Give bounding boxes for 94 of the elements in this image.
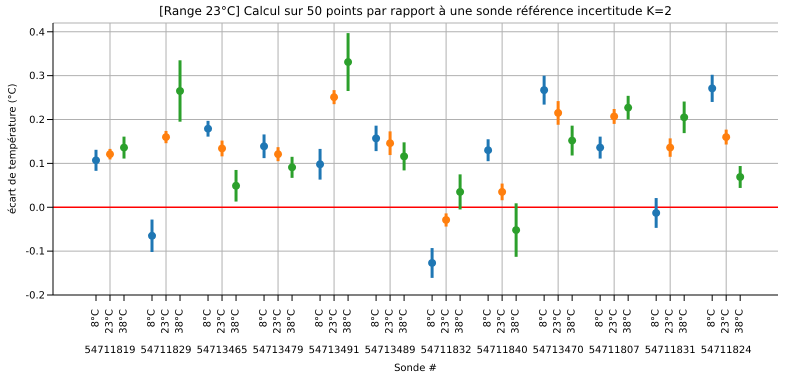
y-tick-label: 0.2 [29,115,45,126]
point [218,144,226,152]
y-tick-label: 0.4 [29,27,45,38]
x-tick-label: 38°C [230,308,242,334]
x-tick-label: 8°C [706,308,718,328]
chart-title: [Range 23°C] Calcul sur 50 points par rapport à une sonde référence incertitude K=2 [158,4,673,18]
point [568,136,576,145]
point [456,188,464,196]
text: 54713489 [364,345,416,356]
x-tick-label: 38°C [622,308,634,334]
x-tick-label: 8°C [650,308,662,328]
x-axis-title: Sonde # [394,363,437,374]
x-tick-label: 23°C [272,308,284,334]
text: 54711840 [476,345,528,356]
x-tick-label: 23°C [496,308,508,334]
point [120,144,128,152]
text: 54711807 [588,345,640,356]
y-tick-label: -0.1 [25,246,45,258]
x-tick-label: 23°C [720,308,732,334]
x-tick-label: 38°C [398,308,410,334]
x-tick-label: 8°C [202,308,214,328]
point [596,144,604,152]
point [652,208,660,217]
point [232,182,240,190]
y-tick-label: 0.1 [29,158,45,170]
x-tick-label: 38°C [174,308,186,334]
point [428,258,436,267]
point [316,160,324,168]
point [274,150,282,158]
x-tick-label: 8°C [538,308,550,328]
x-tick-label: 38°C [678,308,690,334]
point [288,163,296,172]
point [372,134,380,142]
x-tick-label: 23°C [664,308,676,334]
point [624,104,632,112]
x-tick-label: 23°C [552,308,564,334]
point [610,112,618,120]
text: 54713470 [532,345,584,356]
point [680,113,688,122]
point [708,84,716,92]
x-tick-label: 38°C [454,308,466,334]
point [106,150,114,158]
y-tick-label: 0.0 [29,202,45,214]
point [400,152,408,160]
point [148,232,156,240]
x-tick-label: 23°C [160,308,172,334]
point [512,226,520,234]
point [92,156,100,164]
x-tick-label: 8°C [258,308,270,328]
x-tick-label: 8°C [426,308,438,328]
x-tick-label: 38°C [566,308,578,334]
point [442,216,450,224]
x-tick-label: 38°C [734,308,746,334]
y-tick-label: -0.2 [25,290,45,302]
text: 54711831 [644,345,696,356]
point [484,146,492,154]
point [162,133,170,142]
x-tick-label: 38°C [510,308,522,334]
text: 54711829 [140,345,192,356]
point [722,133,730,142]
x-tick-label: 23°C [216,308,228,334]
point [260,142,268,150]
x-tick-label: 23°C [440,308,452,334]
point [498,188,506,196]
x-tick-label: 8°C [90,308,102,328]
x-tick-label: 8°C [594,308,606,328]
x-tick-label: 38°C [118,308,130,334]
x-tick-label: 8°C [314,308,326,328]
text: 54713465 [196,345,248,356]
point [554,108,562,117]
point [386,139,394,148]
x-tick-label: 8°C [370,308,382,328]
point [204,124,212,133]
text: 54713479 [252,345,304,356]
point [344,58,352,66]
x-tick-label: 23°C [328,308,340,334]
x-tick-label: 23°C [104,308,116,334]
text: 54711819 [84,345,136,356]
point [330,93,338,102]
x-tick-label: 38°C [286,308,298,334]
x-tick-label: 23°C [384,308,396,334]
x-tick-label: 8°C [146,308,158,328]
text: 54713491 [308,345,360,356]
text: 54711832 [420,345,472,356]
x-tick-label: 8°C [482,308,494,328]
x-tick-label: 38°C [342,308,354,334]
point [666,144,674,152]
y-axis-title: écart de température (°C) [8,83,19,214]
text: 54711824 [700,345,752,356]
point [540,86,548,94]
y-tick-label: 0.3 [29,71,45,82]
point [176,87,184,95]
x-tick-label: 23°C [608,308,620,334]
point [736,172,744,181]
